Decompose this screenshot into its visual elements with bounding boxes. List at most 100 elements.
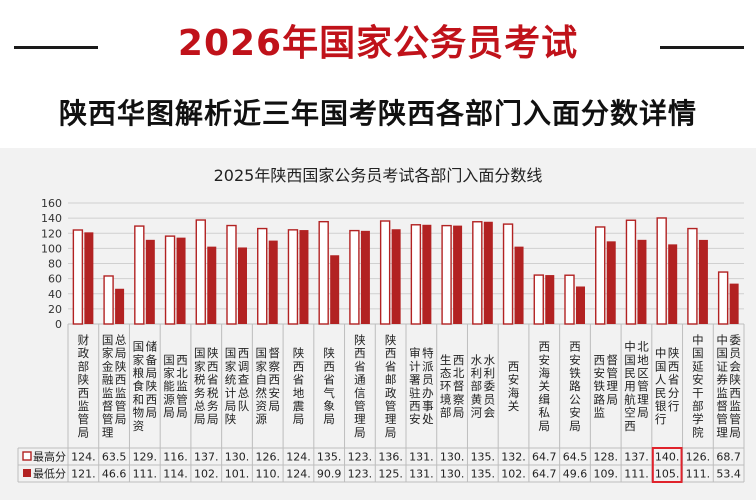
svg-text:公: 公 <box>569 392 581 406</box>
svg-text:局: 局 <box>354 425 366 439</box>
y-tick-label: 0 <box>55 318 62 331</box>
svg-text:国: 国 <box>716 346 728 360</box>
bar-high <box>318 220 329 325</box>
svg-text:督: 督 <box>268 346 280 360</box>
data-label-low: 121. <box>71 468 96 481</box>
svg-text:务: 务 <box>207 399 219 413</box>
bar-low <box>299 230 309 324</box>
svg-text:局: 局 <box>569 419 581 433</box>
svg-text:西: 西 <box>207 359 219 373</box>
svg-text:家: 家 <box>225 359 237 373</box>
bar-high <box>349 229 360 325</box>
svg-text:驻: 驻 <box>409 386 421 400</box>
svg-text:空: 空 <box>624 406 636 420</box>
svg-text:金: 金 <box>102 359 114 373</box>
svg-text:管: 管 <box>115 399 127 413</box>
data-label-high: 132. <box>501 451 526 464</box>
svg-text:陕: 陕 <box>293 346 305 360</box>
data-label-high: 128. <box>593 451 618 464</box>
bar-low <box>637 239 647 324</box>
svg-text:利: 利 <box>471 366 483 380</box>
svg-text:队: 队 <box>238 399 250 413</box>
svg-text:行: 行 <box>668 399 680 413</box>
svg-text:西: 西 <box>354 346 366 360</box>
svg-text:局: 局 <box>207 412 219 426</box>
svg-text:西: 西 <box>78 386 90 400</box>
svg-text:西: 西 <box>176 353 188 367</box>
bar-high <box>625 219 637 325</box>
bar-low <box>453 225 463 324</box>
bar-high <box>257 227 268 325</box>
bar-low <box>606 241 616 324</box>
svg-text:监: 监 <box>176 379 188 393</box>
svg-text:局: 局 <box>194 412 206 426</box>
bar-low <box>207 246 217 324</box>
svg-text:局: 局 <box>539 419 551 433</box>
svg-text:管: 管 <box>606 366 618 380</box>
data-label-high: 137. <box>624 451 649 464</box>
svg-text:监: 监 <box>593 406 605 420</box>
svg-text:安: 安 <box>539 353 551 367</box>
svg-text:水: 水 <box>484 353 496 367</box>
svg-text:西: 西 <box>115 373 127 387</box>
data-label-high: 130. <box>440 451 465 464</box>
svg-text:西: 西 <box>729 386 741 400</box>
svg-text:源: 源 <box>255 412 267 426</box>
svg-text:粮: 粮 <box>133 366 145 380</box>
svg-text:西: 西 <box>453 353 465 367</box>
page-title: 2026年国家公务员考试 <box>177 23 579 64</box>
svg-text:局: 局 <box>385 425 397 439</box>
data-label-low: 49.6 <box>563 468 588 481</box>
svg-text:监: 监 <box>78 399 90 413</box>
svg-text:券: 券 <box>716 373 728 387</box>
svg-text:干: 干 <box>692 386 704 400</box>
svg-text:银: 银 <box>655 399 667 413</box>
svg-text:局: 局 <box>323 412 335 426</box>
svg-text:安: 安 <box>593 366 605 380</box>
svg-text:路: 路 <box>569 379 581 393</box>
data-label-low: 111. <box>133 468 158 481</box>
svg-text:安: 安 <box>692 373 704 387</box>
svg-text:学: 学 <box>692 412 704 426</box>
bar-high <box>195 219 206 325</box>
svg-text:陕: 陕 <box>225 412 237 426</box>
title-rule-left <box>14 46 98 49</box>
svg-text:资: 资 <box>133 419 145 433</box>
data-label-low: 111. <box>686 468 711 481</box>
svg-text:利: 利 <box>484 366 496 380</box>
svg-text:陕: 陕 <box>323 346 335 360</box>
data-label-high: 124. <box>286 451 311 464</box>
svg-text:管: 管 <box>78 412 90 426</box>
y-tick-label: 160 <box>41 197 62 210</box>
svg-text:国: 国 <box>692 346 704 360</box>
bar-low <box>84 232 94 324</box>
svg-text:办: 办 <box>422 386 434 400</box>
svg-text:会: 会 <box>484 406 496 420</box>
svg-text:安: 安 <box>569 406 581 420</box>
svg-text:海: 海 <box>539 366 551 380</box>
svg-text:省: 省 <box>354 359 366 373</box>
svg-text:理: 理 <box>385 412 397 426</box>
bar-high <box>656 217 667 325</box>
data-label-high: 64.7 <box>532 451 557 464</box>
svg-text:理: 理 <box>102 425 114 439</box>
svg-text:分: 分 <box>668 386 680 400</box>
svg-text:通: 通 <box>354 373 366 387</box>
svg-text:督: 督 <box>453 379 465 393</box>
svg-text:西: 西 <box>268 373 280 387</box>
svg-text:食: 食 <box>133 379 145 393</box>
svg-text:区: 区 <box>637 366 649 380</box>
bar-high <box>164 235 176 325</box>
svg-text:署: 署 <box>409 373 421 387</box>
svg-text:省: 省 <box>293 373 305 387</box>
svg-text:人: 人 <box>655 373 667 387</box>
svg-text:关: 关 <box>539 379 551 393</box>
y-tick-label: 140 <box>41 212 62 225</box>
svg-text:家: 家 <box>102 346 114 360</box>
svg-text:中: 中 <box>716 333 728 347</box>
bar-high <box>410 224 422 325</box>
bar-high <box>595 226 606 325</box>
